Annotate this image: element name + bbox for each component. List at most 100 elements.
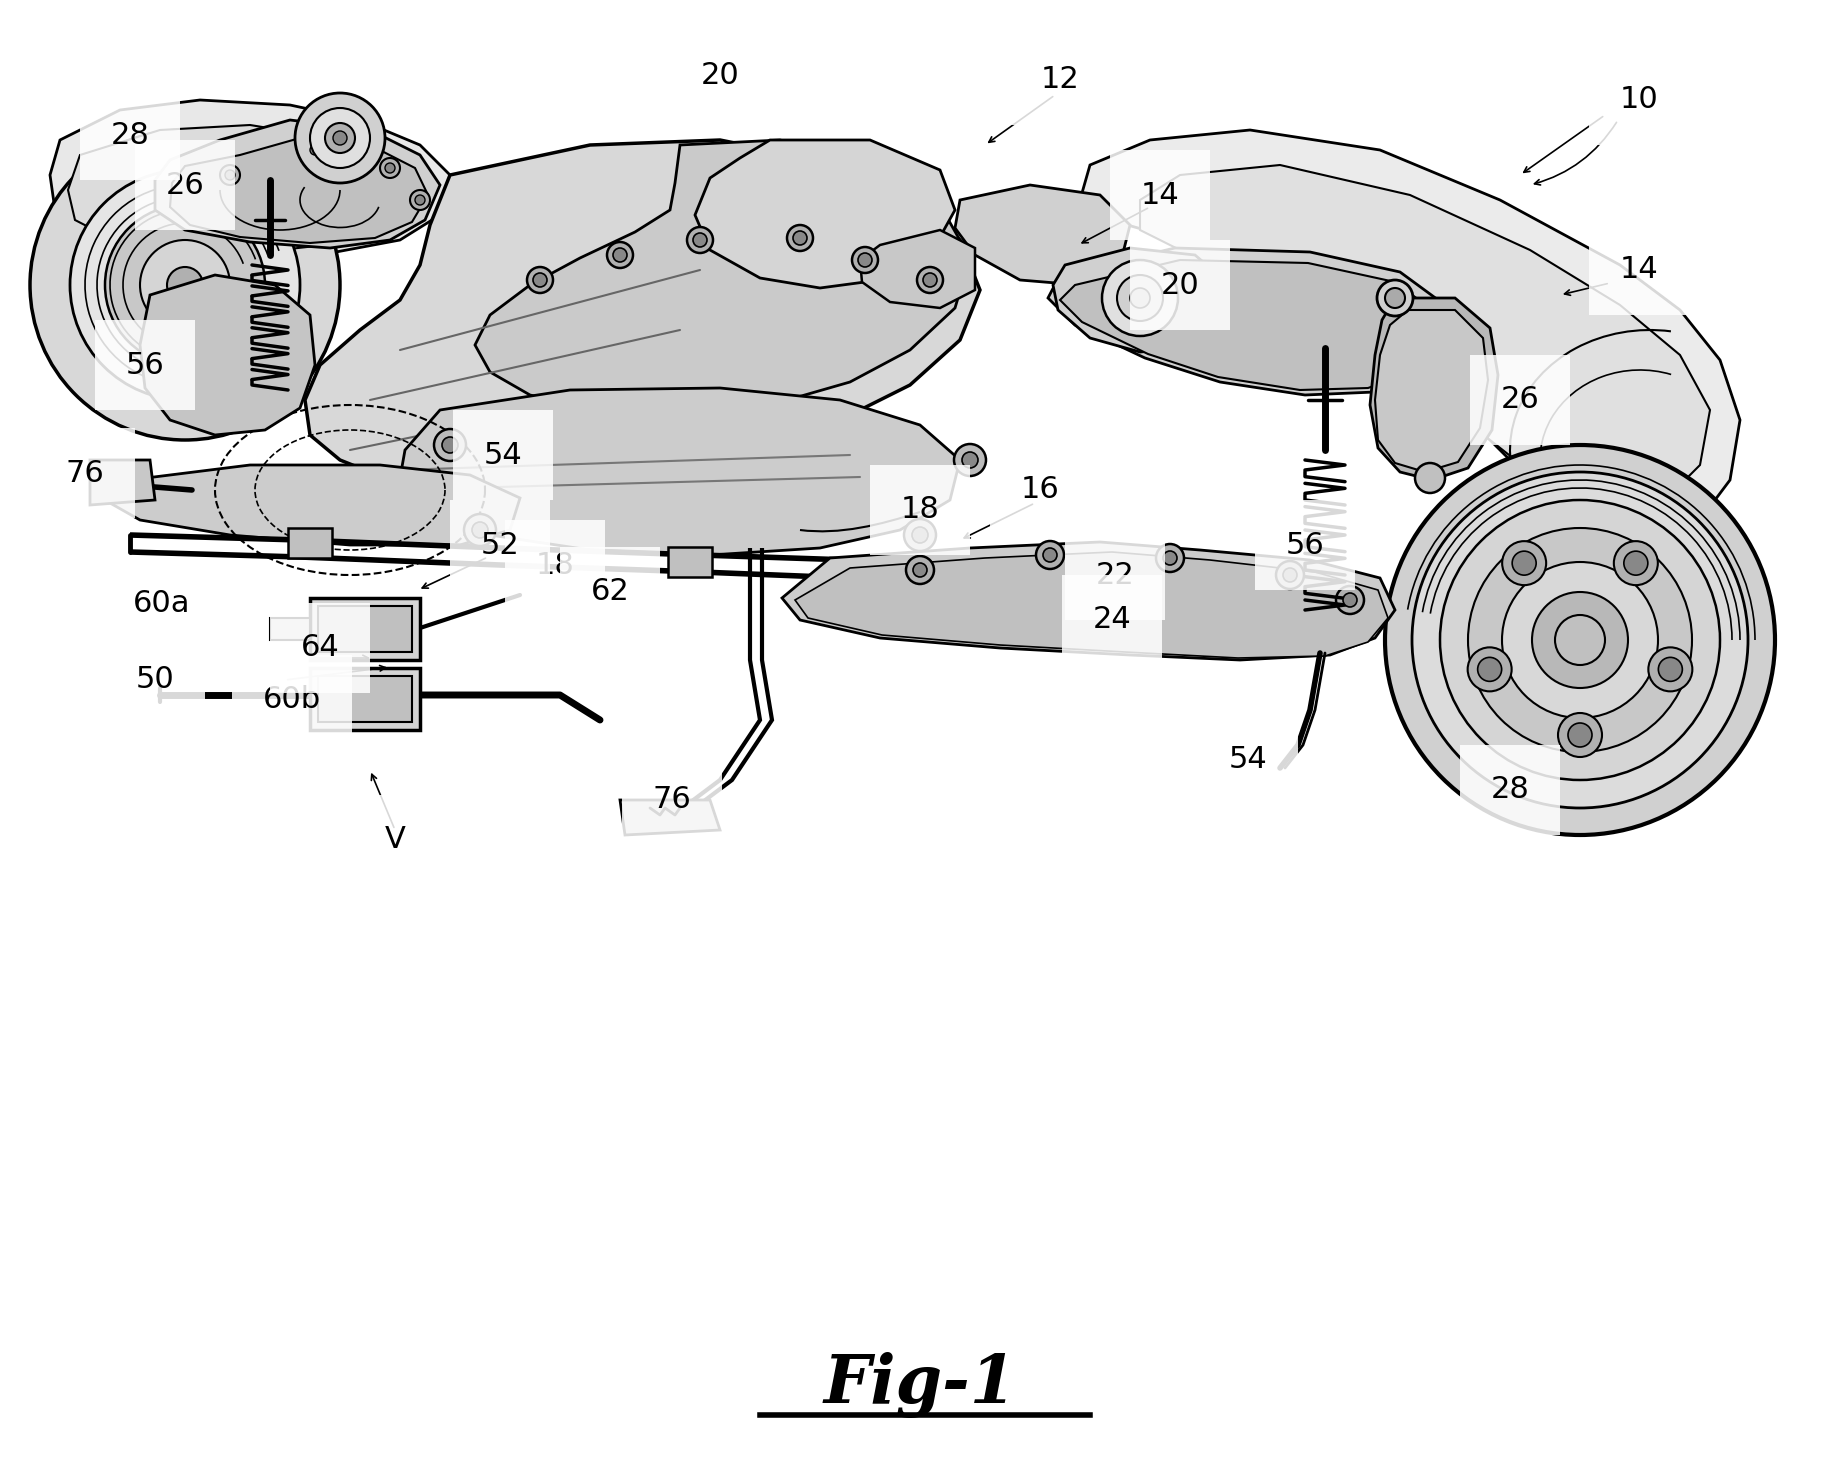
Polygon shape bbox=[1053, 247, 1230, 352]
Circle shape bbox=[1659, 658, 1683, 682]
Circle shape bbox=[442, 437, 458, 453]
Polygon shape bbox=[1060, 261, 1436, 390]
Text: 26: 26 bbox=[1500, 386, 1539, 415]
Polygon shape bbox=[309, 598, 420, 659]
Circle shape bbox=[225, 169, 236, 180]
Circle shape bbox=[1416, 464, 1445, 493]
Circle shape bbox=[471, 523, 488, 537]
Polygon shape bbox=[668, 548, 712, 577]
Circle shape bbox=[464, 514, 495, 546]
Text: 76: 76 bbox=[66, 458, 105, 487]
Circle shape bbox=[852, 247, 878, 272]
Circle shape bbox=[608, 241, 633, 268]
Circle shape bbox=[309, 146, 320, 155]
Circle shape bbox=[1502, 562, 1659, 718]
Text: V: V bbox=[385, 826, 405, 855]
Polygon shape bbox=[287, 528, 331, 558]
Polygon shape bbox=[782, 542, 1395, 659]
Circle shape bbox=[1557, 712, 1602, 757]
Circle shape bbox=[1478, 658, 1502, 682]
Circle shape bbox=[1467, 648, 1511, 692]
Polygon shape bbox=[860, 230, 976, 308]
Text: 60b: 60b bbox=[263, 686, 320, 714]
Polygon shape bbox=[1048, 247, 1449, 394]
Circle shape bbox=[434, 428, 466, 461]
Text: Fig-1: Fig-1 bbox=[823, 1351, 1016, 1418]
Circle shape bbox=[1337, 586, 1364, 614]
Circle shape bbox=[1164, 551, 1176, 565]
Circle shape bbox=[1556, 615, 1605, 665]
Polygon shape bbox=[620, 799, 720, 835]
Circle shape bbox=[913, 562, 928, 577]
Polygon shape bbox=[169, 138, 427, 243]
Circle shape bbox=[1130, 289, 1151, 308]
Polygon shape bbox=[1375, 311, 1488, 473]
Text: 20: 20 bbox=[701, 60, 740, 90]
Polygon shape bbox=[399, 389, 959, 555]
Circle shape bbox=[1569, 723, 1592, 746]
Circle shape bbox=[168, 266, 203, 303]
Circle shape bbox=[692, 233, 707, 247]
Circle shape bbox=[309, 107, 370, 168]
Text: 50: 50 bbox=[136, 665, 175, 695]
Text: 14: 14 bbox=[1141, 181, 1180, 209]
Circle shape bbox=[1511, 551, 1535, 576]
Circle shape bbox=[1276, 561, 1303, 589]
Circle shape bbox=[333, 131, 346, 146]
Polygon shape bbox=[318, 676, 412, 721]
Circle shape bbox=[221, 165, 239, 185]
Circle shape bbox=[1377, 280, 1414, 316]
Circle shape bbox=[1502, 542, 1546, 586]
Circle shape bbox=[1384, 289, 1405, 308]
Circle shape bbox=[411, 190, 431, 210]
Text: 60a: 60a bbox=[133, 589, 191, 618]
Circle shape bbox=[911, 527, 928, 543]
Circle shape bbox=[858, 253, 873, 266]
Circle shape bbox=[793, 231, 806, 244]
Circle shape bbox=[295, 93, 385, 183]
Text: 10: 10 bbox=[1620, 85, 1659, 115]
Circle shape bbox=[379, 158, 399, 178]
Circle shape bbox=[326, 124, 355, 153]
Circle shape bbox=[917, 266, 943, 293]
Polygon shape bbox=[318, 606, 412, 652]
Text: 14: 14 bbox=[1620, 256, 1659, 284]
Circle shape bbox=[1648, 648, 1692, 692]
Text: 52: 52 bbox=[481, 530, 519, 559]
Circle shape bbox=[1384, 445, 1775, 835]
Circle shape bbox=[1283, 568, 1298, 581]
Text: 12: 12 bbox=[1040, 65, 1079, 94]
Polygon shape bbox=[309, 668, 420, 730]
Text: 54: 54 bbox=[484, 440, 523, 470]
Circle shape bbox=[1624, 551, 1648, 576]
Polygon shape bbox=[955, 185, 1130, 286]
Text: 18: 18 bbox=[900, 496, 939, 524]
Polygon shape bbox=[1140, 165, 1710, 515]
Polygon shape bbox=[795, 552, 1388, 658]
Text: 28: 28 bbox=[1491, 776, 1530, 805]
Text: 20: 20 bbox=[1160, 271, 1198, 299]
Text: 28: 28 bbox=[110, 121, 149, 150]
Circle shape bbox=[954, 445, 987, 475]
Polygon shape bbox=[68, 125, 420, 250]
Circle shape bbox=[1412, 473, 1747, 808]
Polygon shape bbox=[155, 121, 440, 247]
Text: 22: 22 bbox=[1095, 561, 1134, 589]
Circle shape bbox=[140, 240, 230, 330]
Polygon shape bbox=[271, 618, 309, 640]
Circle shape bbox=[1036, 542, 1064, 570]
Text: 18: 18 bbox=[536, 551, 574, 580]
Circle shape bbox=[1440, 500, 1719, 780]
Circle shape bbox=[385, 163, 396, 174]
Polygon shape bbox=[306, 140, 979, 490]
Circle shape bbox=[963, 452, 978, 468]
Circle shape bbox=[922, 272, 937, 287]
Circle shape bbox=[1615, 542, 1659, 586]
Text: 76: 76 bbox=[652, 786, 692, 814]
Polygon shape bbox=[1081, 130, 1740, 540]
Polygon shape bbox=[110, 465, 519, 545]
Circle shape bbox=[1156, 545, 1184, 573]
Polygon shape bbox=[696, 140, 955, 289]
Circle shape bbox=[534, 272, 547, 287]
Circle shape bbox=[527, 266, 552, 293]
